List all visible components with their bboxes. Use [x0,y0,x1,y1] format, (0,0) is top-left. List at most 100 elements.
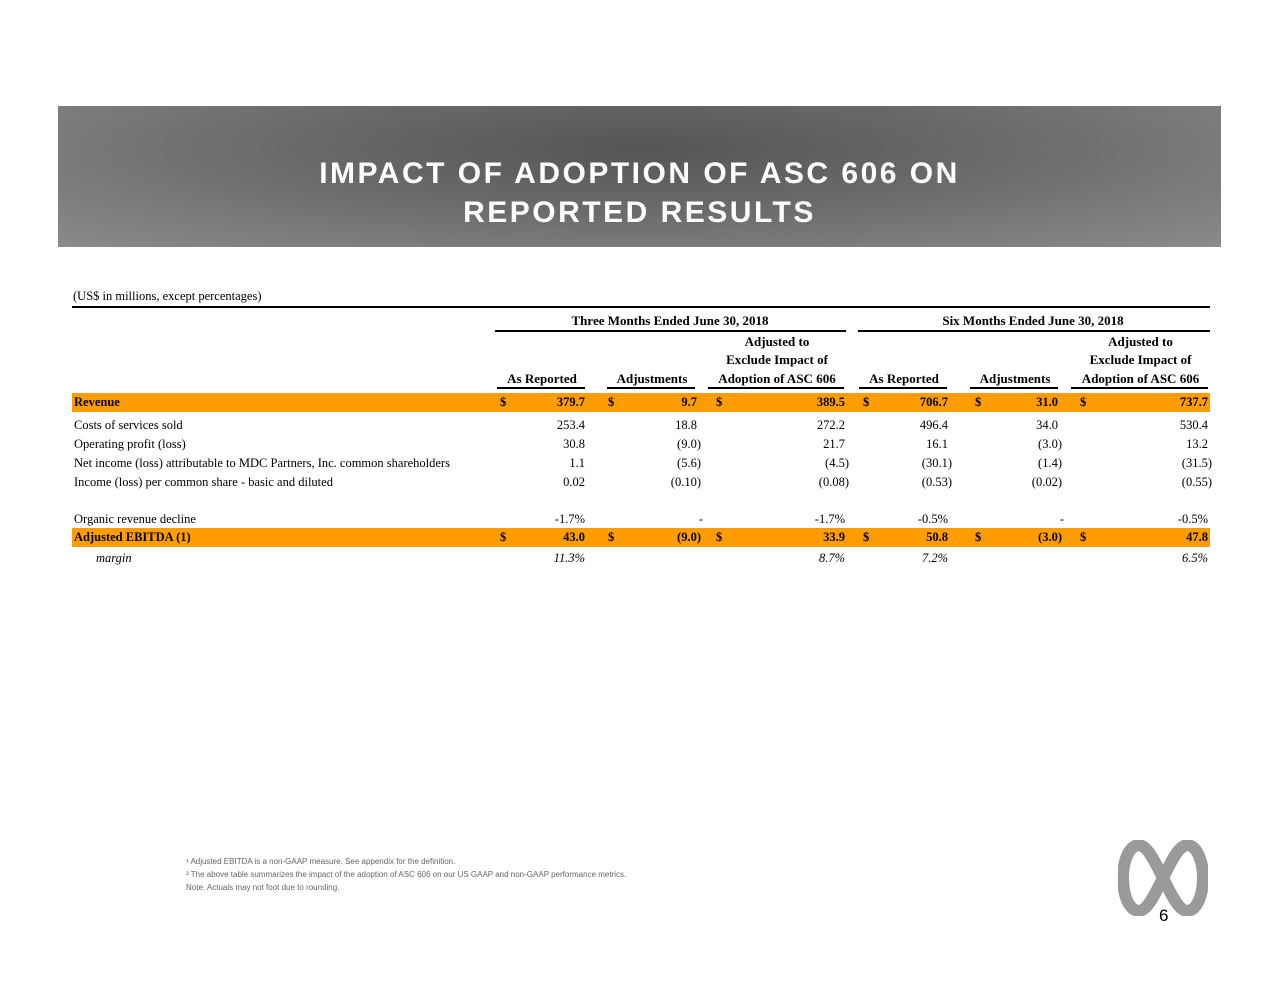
cell-value: (1.4) [1038,456,1062,470]
col-header-adjusted: Adjusted to [1108,334,1173,349]
footnote-1: ¹ Adjusted EBITDA is a non-GAAP measure.… [186,857,456,866]
col-header-adjusted: Exclude Impact of [1089,352,1192,367]
cell-value: (3.0) [1038,437,1062,451]
cell-value: -1.7% [554,512,585,526]
company-logo-icon [1118,840,1208,916]
table-row: Revenue $379.7 $9.7 $389.5 $706.7 $31.0 $737.7 [72,393,1210,412]
cell-value: 7.2% [921,551,948,565]
column-rule [708,387,844,389]
col-header-adjustments: Adjustments [979,371,1051,386]
row-label: margin [96,551,132,565]
cell-value: 1.1 [569,456,585,470]
currency-symbol: $ [716,530,723,544]
currency-symbol: $ [975,530,982,544]
currency-symbol: $ [1080,530,1087,544]
currency-symbol: $ [863,395,870,409]
cell-value: 18.8 [675,418,697,432]
cell-value: (0.02) [1031,475,1062,489]
units-note: (US$ in millions, except percentages) [73,289,262,303]
currency-symbol: $ [1080,395,1087,409]
page-number: 6 [1159,906,1169,925]
cell-value: 34.0 [1036,418,1058,432]
column-rule [1071,387,1208,389]
cell-value: 706.7 [919,395,948,409]
cell-value: (0.10) [670,475,701,489]
column-rule [607,387,695,389]
cell-value: (0.53) [921,475,952,489]
cell-value: (3.0) [1038,530,1062,544]
cell-value: 30.8 [563,437,585,451]
table-row: Income (loss) per common share - basic a… [72,473,1212,492]
col-header-adjusted: Adjusted to [744,334,810,349]
row-label: Operating profit (loss) [74,437,186,451]
cell-value: 0.02 [563,475,585,489]
cell-value: 43.0 [563,530,585,544]
cell-value: (0.55) [1181,475,1212,489]
cell-value: 389.5 [816,395,845,409]
cell-value: 16.1 [926,437,948,451]
cell-value: 33.9 [823,530,845,544]
row-label: Adjusted EBITDA (1) [74,530,191,544]
cell-value: -0.5% [917,512,948,526]
row-label: Revenue [74,395,120,409]
col-header-adjustments: Adjustments [616,371,688,386]
cell-value: (5.6) [677,456,701,470]
cell-value: (4.5) [825,456,849,470]
row-label: Net income (loss) attributable to MDC Pa… [74,456,450,470]
cell-value: 47.8 [1186,530,1208,544]
table-row: Costs of services sold 253.4 18.8 272.2 496.… [72,416,1210,435]
cell-value: 13.2 [1186,437,1208,451]
cell-value: - [1059,512,1064,526]
currency-symbol: $ [863,530,870,544]
cell-value: 6.5% [1181,551,1208,565]
column-rule [970,387,1058,389]
cell-value: 272.2 [816,418,845,432]
table-row: margin 11.3% 8.7% 7.2% 6.5% [72,549,1210,568]
currency-symbol: $ [500,395,507,409]
table-row: Net income (loss) attributable to MDC Pa… [72,454,1212,473]
cell-value: 50.8 [926,530,948,544]
cell-value: 379.7 [556,395,585,409]
cell-value: -1.7% [814,512,845,526]
footnote-note: Note: Actuals may not foot due to roundi… [186,883,340,892]
row-label: Costs of services sold [74,418,183,432]
currency-symbol: $ [500,530,507,544]
column-rule [497,387,585,389]
cell-value: 530.4 [1179,418,1208,432]
cell-value: 8.7% [818,551,845,565]
group-header-six-months: Six Months Ended June 30, 2018 [942,313,1124,328]
cell-value: 9.7 [681,395,697,409]
cell-value: (9.0) [677,437,701,451]
group-header-three-months: Three Months Ended June 30, 2018 [571,313,769,328]
currency-symbol: $ [716,395,723,409]
cell-value: 737.7 [1179,395,1208,409]
column-rule [859,387,947,389]
title-line-2: REPORTED RESULTS [463,196,816,229]
group-rule [858,330,1210,332]
currency-symbol: $ [608,395,615,409]
table-row: Organic revenue decline -1.7% - -1.7% -0.5% -… [72,510,1210,529]
col-header-adjusted: Exclude Impact of [726,352,828,367]
currency-symbol: $ [975,395,982,409]
cell-value: -0.5% [1177,512,1208,526]
col-header-as-reported: As Reported [869,371,939,386]
row-label: Income (loss) per common share - basic a… [74,475,333,489]
table-row: Adjusted EBITDA (1) $43.0 $ (9.0) $33.9 $50.8… [72,528,1210,547]
slide-title: IMPACT OF ADOPTION OF ASC 606 ON REPORTE… [58,154,1221,232]
cell-value: 496.4 [919,418,948,432]
cell-value: (0.08) [818,475,849,489]
title-line-1: IMPACT OF ADOPTION OF ASC 606 ON [319,157,960,190]
cell-value: - [698,512,703,526]
col-header-as-reported: As Reported [507,371,577,386]
cell-value: 11.3% [553,551,585,565]
cell-value: 253.4 [556,418,585,432]
cell-value: (30.1) [921,456,952,470]
col-header-adjusted: Adoption of ASC 606 [718,371,836,386]
title-banner: IMPACT OF ADOPTION OF ASC 606 ON REPORTE… [58,106,1221,247]
cell-value: 31.0 [1036,395,1058,409]
cell-value: (31.5) [1181,456,1212,470]
currency-symbol: $ [608,530,615,544]
group-rule [495,330,846,332]
row-label: Organic revenue decline [74,512,196,526]
